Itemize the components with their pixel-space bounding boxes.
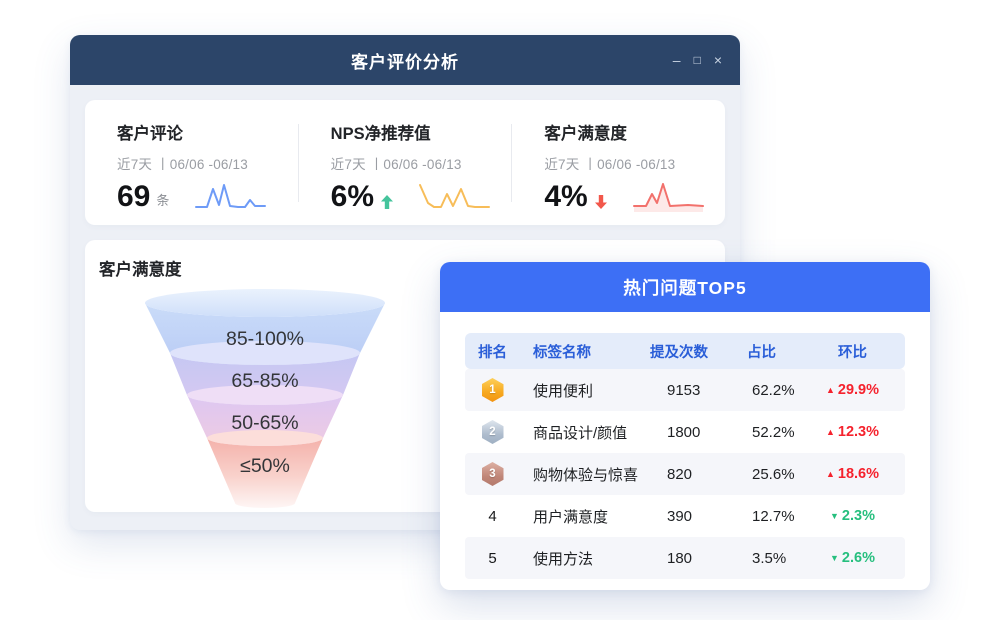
change-value: ▲▼18.6% <box>825 466 880 482</box>
drop-triangle-icon: ▼ <box>830 511 839 521</box>
kpi-title: 客户满意度 <box>544 125 627 143</box>
change-value: ▲▼2.3% <box>830 508 875 524</box>
kpi-summary-card: 客户评论 近7天 丨06/06 -06/13 69 条 NPS净推荐值 近7天 … <box>85 100 725 225</box>
close-icon[interactable]: × <box>713 52 722 68</box>
tag-label: 商品设计/颜值 <box>533 424 628 442</box>
window-controls: – □ × <box>673 35 722 85</box>
mentions-value: 9153 <box>667 381 701 399</box>
mentions-value: 820 <box>667 465 693 483</box>
rank-number: 5 <box>488 549 497 567</box>
kpi-nps: NPS净推荐值 近7天 丨06/06 -06/13 6% <box>299 100 512 225</box>
divider <box>511 123 513 202</box>
share-value: 25.6% <box>752 465 795 483</box>
main-titlebar: 客户评价分析 – □ × <box>70 35 740 85</box>
funnel-panel-title: 客户满意度 <box>99 261 182 279</box>
share-value: 12.7% <box>752 507 795 525</box>
table-row: 5 使用方法 180 3.5% ▲▼2.6% <box>465 537 905 579</box>
maximize-icon[interactable]: □ <box>693 53 701 67</box>
kpi-title: 客户评论 <box>117 125 183 143</box>
share-value: 52.2% <box>752 423 795 441</box>
table-row: 1 使用便利 9153 62.2% ▲▼29.9% <box>465 369 905 411</box>
tag-label: 使用方法 <box>533 550 594 568</box>
mentions-value: 390 <box>667 507 693 525</box>
trend-up-icon <box>381 195 394 209</box>
change-value: ▲▼12.3% <box>825 424 880 440</box>
share-value: 62.2% <box>752 381 795 399</box>
top5-title: 热门问题TOP5 <box>623 277 747 298</box>
column-header-share: 占比 <box>747 344 776 361</box>
funnel-segment-label: 50-65% <box>231 412 298 434</box>
table-row: 4 用户满意度 390 12.7% ▲▼2.3% <box>465 495 905 537</box>
drop-triangle-icon: ▼ <box>830 553 839 563</box>
funnel-chart: 85-100% 65-85% 50-65% ≤50% <box>145 289 385 508</box>
mentions-value: 1800 <box>667 423 701 441</box>
kpi-period: 近7天 丨06/06 -06/13 <box>117 157 248 172</box>
column-header-mentions: 提及次数 <box>650 344 708 361</box>
kpi-value: 69 <box>117 180 151 213</box>
rank-number: 4 <box>488 507 497 525</box>
tag-label: 购物体验与惊喜 <box>533 466 639 484</box>
mentions-value: 180 <box>667 549 693 567</box>
table-header-row: 排名 标签名称 提及次数 占比 环比 <box>465 333 905 369</box>
sparkline-chart <box>419 184 491 208</box>
table-row: 3 购物体验与惊喜 820 25.6% ▲▼18.6% <box>465 453 905 495</box>
funnel-segment-label: ≤50% <box>240 455 290 477</box>
kpi-satisfaction: 客户满意度 近7天 丨06/06 -06/13 4% <box>512 100 725 225</box>
rise-triangle-icon: ▲ <box>825 385 835 395</box>
kpi-unit: 条 <box>156 193 170 208</box>
kpi-title: NPS净推荐值 <box>330 125 431 143</box>
tag-label: 使用便利 <box>533 382 594 400</box>
tag-label: 用户满意度 <box>533 508 609 526</box>
table-row: 2 商品设计/颜值 1800 52.2% ▲▼12.3% <box>465 411 905 453</box>
rank-medal-icon: 2 <box>481 420 504 444</box>
kpi-customer-comments: 客户评论 近7天 丨06/06 -06/13 69 条 <box>85 100 298 225</box>
kpi-value: 4% <box>544 180 588 213</box>
change-value: ▲▼2.6% <box>830 550 875 566</box>
column-header-rank: 排名 <box>478 344 507 361</box>
divider <box>297 123 299 202</box>
change-value: ▲▼29.9% <box>825 382 880 398</box>
funnel-segment-label: 65-85% <box>231 370 298 392</box>
rise-triangle-icon: ▲ <box>825 427 835 437</box>
sparkline-chart <box>195 184 267 208</box>
window-title: 客户评价分析 <box>351 52 459 72</box>
rank-medal-icon: 1 <box>481 378 504 402</box>
rise-triangle-icon: ▲ <box>825 469 835 479</box>
top5-header: 热门问题TOP5 <box>440 262 930 312</box>
kpi-period: 近7天 丨06/06 -06/13 <box>330 157 462 172</box>
sparkline-chart <box>632 183 704 212</box>
column-header-change: 环比 <box>838 344 867 361</box>
top5-table: 排名 标签名称 提及次数 占比 环比 1 使用便利 9153 62.2% ▲▼2… <box>465 333 905 579</box>
kpi-value: 6% <box>330 180 375 213</box>
top5-window: 热门问题TOP5 排名 标签名称 提及次数 占比 环比 1 使用便利 9153 … <box>440 262 930 590</box>
minimize-icon[interactable]: – <box>672 52 681 68</box>
rank-medal-icon: 3 <box>481 462 504 486</box>
share-value: 3.5% <box>752 549 787 567</box>
trend-down-icon <box>594 195 607 209</box>
funnel-segment-label: 85-100% <box>226 328 304 350</box>
column-header-label: 标签名称 <box>533 344 591 361</box>
kpi-period: 近7天 丨06/06 -06/13 <box>544 157 676 172</box>
